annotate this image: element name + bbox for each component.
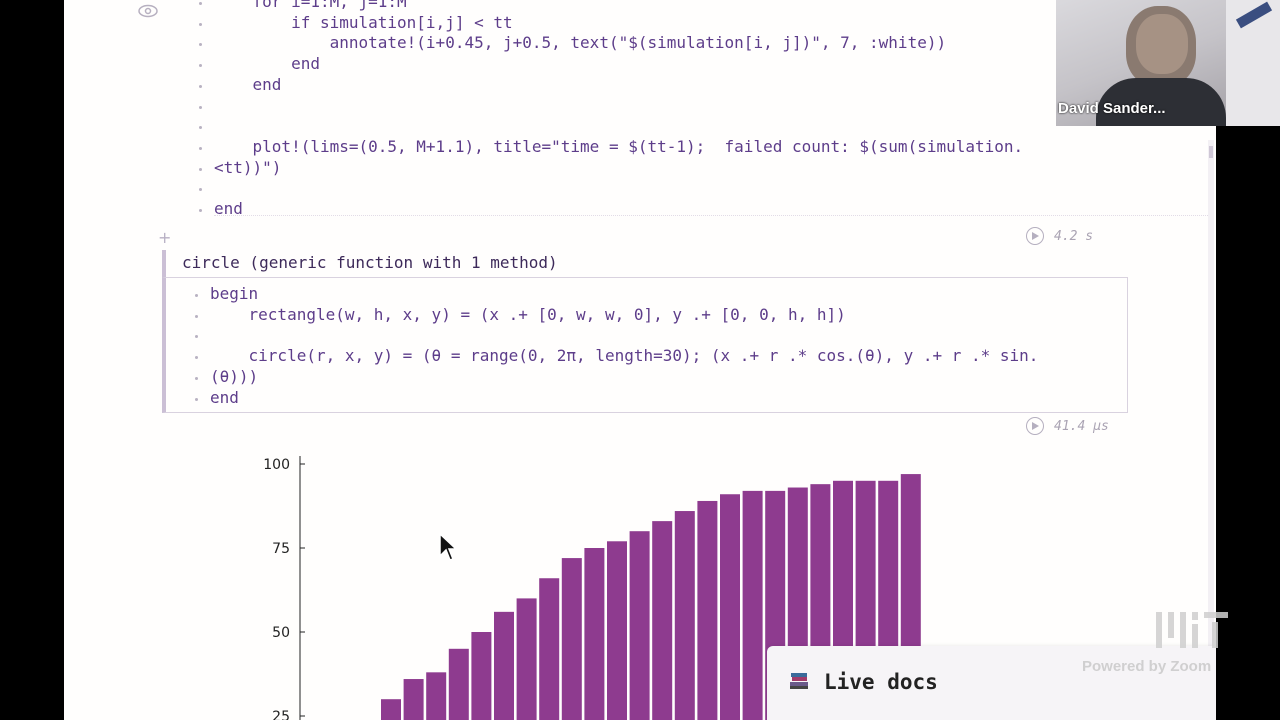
gutter-dot (195, 376, 198, 380)
gutter-dot (195, 294, 198, 297)
gutter-dot (195, 397, 198, 401)
bar (697, 500, 718, 720)
cell-timing: 4.2 s (1054, 229, 1094, 244)
bar (720, 494, 740, 720)
scrollbar[interactable] (1208, 140, 1214, 720)
scrollbar-thumb[interactable] (1209, 146, 1213, 158)
bar (494, 611, 514, 720)
bar (426, 672, 447, 720)
y-tick-label: 75 (272, 541, 290, 557)
bar (381, 699, 401, 720)
code-line[interactable]: (θ))) (210, 366, 259, 386)
participant-name: David Sander... (1058, 100, 1166, 117)
bar (561, 558, 582, 720)
code-cell-shapes[interactable]: begin rectangle(w, h, x, y) = (x .+ [0, … (162, 277, 1128, 413)
add-cell-button[interactable]: + (158, 228, 172, 247)
eye-icon[interactable] (138, 4, 158, 18)
books-icon (790, 673, 808, 689)
gutter-dot (199, 2, 202, 5)
bar (448, 648, 469, 720)
gutter-dot (199, 188, 202, 192)
code-line[interactable]: annotate!(i+0.45, j+0.5, text("$(simulat… (214, 33, 947, 53)
code-line[interactable]: end (214, 54, 320, 74)
zoom-watermark: Powered by Zoom (1082, 658, 1212, 675)
gutter-dot (199, 84, 202, 88)
gutter-dot (199, 105, 202, 109)
bar (629, 531, 650, 720)
code-line[interactable]: for i=1:M, j=1:M (214, 0, 407, 11)
gutter-dot (199, 209, 202, 212)
code-line[interactable]: plot!(lims=(0.5, M+1.1), title="time = $… (214, 136, 1024, 156)
live-docs-label: Live docs (824, 670, 938, 694)
y-tick-label: 50 (272, 625, 290, 641)
y-tick-label: 100 (263, 457, 290, 473)
bar (584, 548, 605, 720)
gutter-dot (195, 335, 198, 339)
code-line[interactable]: if simulation[i,j] < tt (214, 12, 513, 32)
cell-output: circle (generic function with 1 method) (162, 250, 1132, 278)
output-text: circle (generic function with 1 method) (182, 253, 558, 272)
gutter-dot (199, 43, 202, 47)
run-cell-button[interactable] (1026, 417, 1044, 435)
gutter-dot (199, 126, 202, 130)
gutter-dot (199, 167, 202, 171)
mit-logo-icon (1156, 612, 1228, 648)
gutter-dot (199, 146, 202, 150)
y-tick-label: 25 (272, 709, 290, 720)
bar (516, 598, 537, 720)
bar (403, 679, 424, 720)
bar (674, 511, 695, 720)
cell-divider (214, 215, 1214, 216)
bar (607, 541, 627, 720)
code-line[interactable]: end (210, 387, 239, 407)
code-line[interactable]: end (214, 199, 243, 218)
code-line[interactable]: circle(r, x, y) = (θ = range(0, 2π, leng… (210, 346, 1039, 366)
gutter-dot (199, 64, 202, 68)
code-line[interactable]: <tt))") (214, 157, 282, 177)
gutter-dot (195, 314, 198, 318)
run-cell-button[interactable] (1026, 227, 1044, 245)
gutter-dot (195, 356, 198, 360)
notebook-page: for i=1:M, j=1:M if simulation[i,j] < tt… (64, 0, 1216, 720)
code-line[interactable]: begin (210, 284, 259, 303)
webcam-video (1056, 0, 1280, 126)
code-line[interactable]: rectangle(w, h, x, y) = (x .+ [0, w, w, … (210, 304, 846, 324)
bar (471, 632, 492, 720)
gutter-dot (199, 22, 202, 26)
mouse-cursor-icon (439, 532, 458, 561)
cell-timing: 41.4 μs (1054, 419, 1109, 434)
bar (539, 578, 560, 720)
bar (652, 521, 673, 720)
code-line[interactable]: end (214, 74, 282, 94)
live-docs-panel[interactable]: Live docs (767, 646, 1216, 720)
bar (742, 490, 763, 720)
